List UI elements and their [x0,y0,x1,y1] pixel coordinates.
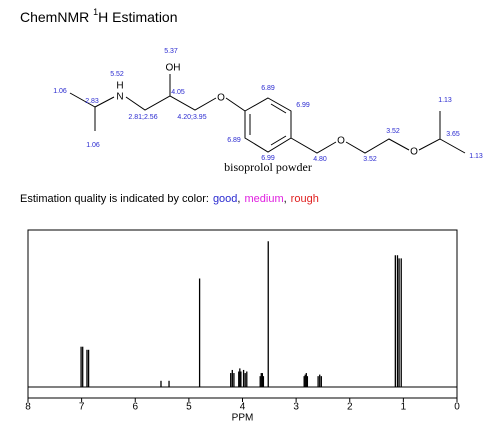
x-tick-label: 3 [293,402,299,413]
quality-level: good [213,193,237,205]
title-rest: H Estimation [98,9,177,25]
atom-label: O [217,93,225,104]
shift-label: 3.52 [363,156,377,163]
atom-label: O [337,136,345,147]
molecule: HN OH O O O 1.06 2.83 1.06 5.52 2.81;2.56 5.37 4.05… [53,48,483,163]
atom-label: OH [166,63,181,74]
shift-label: 4.05 [171,89,185,96]
molecule-bonds [69,74,466,154]
separator: , [237,193,240,205]
x-tick-label: 6 [132,402,138,413]
shift-label: 2.83 [85,98,99,105]
shift-label: 6.89 [227,137,241,144]
shift-label: 5.52 [110,71,124,78]
shift-label: 1.06 [53,88,67,95]
shift-label: 6.99 [261,155,275,162]
shift-label: 6.99 [296,102,310,109]
caption: bisoprolol powder [224,160,312,174]
x-axis-label: PPM [232,413,254,424]
shift-label: 1.13 [438,97,452,104]
atom-label: O [410,147,418,158]
x-tick-label: 7 [79,402,85,413]
shift-label: 3.52 [386,128,400,135]
atom-label: H [116,81,123,92]
shift-label: 1.13 [469,153,483,160]
atom-label: N [116,92,123,103]
shift-label: 4.80 [313,156,327,163]
plot-frame [27,229,458,399]
title-sup: 1 [93,7,98,17]
title-main: ChemNMR [20,9,89,25]
shift-label: 6.89 [261,85,275,92]
quality-level: medium [244,193,283,205]
shift-label: 5.37 [164,48,178,55]
x-tick-label: 0 [454,402,460,413]
x-tick-label: 5 [186,402,192,413]
x-tick-label: 8 [25,402,31,413]
shift-label: 1.06 [86,142,100,149]
quality-level: rough [291,193,319,205]
shift-label: 3.65 [446,131,460,138]
x-tick-label: 1 [401,402,407,413]
shift-label: 4.20;3.95 [177,114,206,121]
separator: , [284,193,287,205]
quality-text: Estimation quality is indicated by color… [20,193,209,205]
x-tick-label: 4 [240,402,246,413]
quality-legend: Estimation quality is indicated by color… [20,193,319,205]
plot: 8 7 6 5 4 3 2 1 0 PPM [25,241,460,424]
shift-label: 2.81;2.56 [128,114,157,121]
x-tick-label: 2 [347,402,353,413]
title: ChemNMR 1H Estimation [20,7,178,24]
